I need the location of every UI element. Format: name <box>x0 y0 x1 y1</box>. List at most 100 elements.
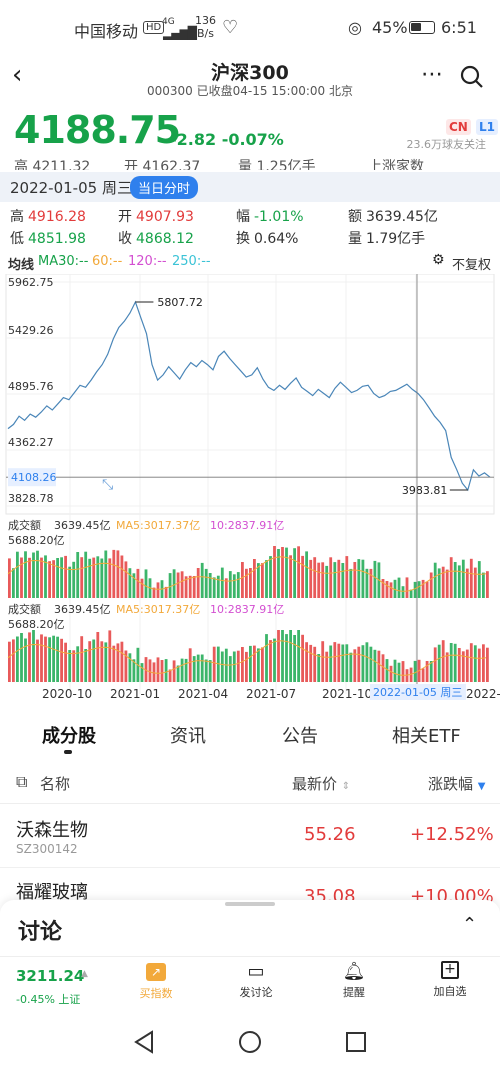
tab-2[interactable]: 公告 <box>282 726 318 747</box>
volume-bar <box>433 647 437 682</box>
tab-0[interactable]: 成分股 <box>42 726 96 747</box>
detail-cell-value: 1.79亿手 <box>366 231 426 247</box>
sh-index-value[interactable]: 3211.24 <box>16 967 85 985</box>
kline-chart[interactable]: 5962.75 5429.26 4895.76 4362.27 3828.78 5807.… <box>0 274 500 710</box>
volume-bar <box>124 650 128 682</box>
volume-bar <box>433 562 437 598</box>
network-type: 4G <box>162 17 175 27</box>
col-change[interactable]: 涨跌幅 ▼ <box>428 775 486 793</box>
sort-icon: ⇕ <box>341 781 351 792</box>
add-watchlist-button[interactable]: + 加自选 <box>430 961 470 999</box>
crosshair-price-box <box>8 468 56 487</box>
y-tick-label: 3828.78 <box>8 492 54 505</box>
alert-label: 提醒 <box>343 986 365 999</box>
volume-bar <box>393 659 397 682</box>
crosshair-date: 2022-01-05 周三 <box>373 686 462 699</box>
volume-bar <box>457 565 461 598</box>
volume-bar <box>84 551 88 598</box>
volume-bar <box>44 555 47 598</box>
volume-value: 3639.45亿 <box>54 603 111 616</box>
volume-bar <box>184 658 188 682</box>
volume-bar <box>357 646 361 682</box>
tab-3[interactable]: 相关ETF <box>392 726 461 747</box>
volume-bar <box>196 654 200 682</box>
system-home-icon[interactable] <box>238 1030 262 1054</box>
volume-bar <box>461 559 465 598</box>
more-icon[interactable]: ⋯ <box>421 62 444 87</box>
buy-index-label: 买指数 <box>139 987 173 1000</box>
x-tick-label: 2021-10 <box>322 687 372 701</box>
volume-bar <box>20 633 23 682</box>
volume-bar <box>413 581 417 598</box>
tab-1[interactable]: 资讯 <box>170 726 206 747</box>
volume-bar <box>482 572 485 598</box>
volume-bar <box>297 630 300 682</box>
volume-bar <box>273 638 276 682</box>
volume-ma10: 10:2837.91亿 <box>210 603 284 616</box>
battery-percent: 45% <box>372 18 408 37</box>
message-icon: ▭ <box>247 961 265 982</box>
volume-bar <box>52 635 55 682</box>
copy-icon[interactable]: ⧉ <box>16 772 28 791</box>
volume-bar <box>313 646 317 682</box>
net-speed: 136 B/s <box>195 14 216 40</box>
expand-icon: ⤡ <box>102 477 113 493</box>
triangle-icon: ▲ <box>81 969 88 979</box>
y-tick-label: 5429.26 <box>8 324 54 337</box>
volume-bar <box>112 645 116 682</box>
detail-cell: 开 4907.93 <box>118 206 194 226</box>
volume-bar <box>212 646 216 682</box>
top-nav: ‹ 沪深300 000300 已收盘04-15 15:00:00 北京 ⋯ <box>0 56 500 102</box>
volume-bar <box>365 568 369 598</box>
volume-bar <box>381 654 385 682</box>
drag-handle[interactable] <box>225 902 275 906</box>
volume-bar <box>337 559 341 598</box>
page-subtitle: 000300 已收盘04-15 15:00:00 北京 <box>146 84 354 98</box>
volume-bar <box>253 645 256 682</box>
col-price[interactable]: 最新价 ⇕ <box>292 775 351 793</box>
discussion-sheet[interactable]: 讨论 ⌃ <box>0 900 500 956</box>
volume-bar <box>449 557 453 598</box>
volume-bar <box>269 556 272 598</box>
intraday-button[interactable]: 当日分时 <box>130 176 199 199</box>
volume-label: 成交额 <box>8 602 41 616</box>
alert-button[interactable]: 🔔︎ 提醒 <box>336 961 372 1000</box>
system-back-icon[interactable] <box>132 1030 156 1054</box>
detail-cell-label: 收 <box>118 231 132 247</box>
volume-bar <box>28 632 31 682</box>
volume-bar <box>441 566 445 598</box>
back-icon[interactable]: ‹ <box>12 60 23 90</box>
volume-bar <box>92 557 96 598</box>
volume-ma5-line <box>7 556 487 592</box>
hd-badge: HD <box>143 21 165 34</box>
system-recents-icon[interactable] <box>344 1030 368 1054</box>
settings-icon[interactable]: ⚙ <box>432 252 445 268</box>
search-icon[interactable] <box>459 64 485 90</box>
volume-bar <box>413 660 417 682</box>
volume-bar <box>176 572 180 598</box>
price-line <box>7 300 491 492</box>
volume-bar <box>68 566 72 598</box>
adjust-label[interactable]: 不复权 <box>452 258 492 273</box>
volume-bar <box>333 562 337 598</box>
volume-bar <box>220 567 224 598</box>
volume-bar <box>317 654 321 682</box>
volume-bar <box>108 558 112 598</box>
buy-index-button[interactable]: ↗ 买指数 <box>138 963 174 1001</box>
volume-bar <box>301 634 304 682</box>
detail-cell-value: 3639.45亿 <box>366 209 438 225</box>
volume-bar <box>437 568 441 598</box>
volume-bar <box>425 661 429 682</box>
volume-ma5: MA5:3017.37亿 <box>116 603 200 616</box>
volume-bar <box>445 652 449 682</box>
volume-bar <box>245 568 248 598</box>
chevron-up-icon[interactable]: ⌃ <box>462 914 478 935</box>
volume-bar <box>377 650 381 682</box>
list-item[interactable]: 沃森生物 SZ300142 55.26 +12.52% <box>0 806 500 868</box>
volume-bar <box>277 549 280 598</box>
cn-badge: CN <box>446 119 471 135</box>
volume-bar <box>196 568 200 598</box>
volume-bar <box>405 577 409 598</box>
volume-bar <box>405 669 409 682</box>
post-discussion-button[interactable]: ▭ 发讨论 <box>236 961 276 1000</box>
